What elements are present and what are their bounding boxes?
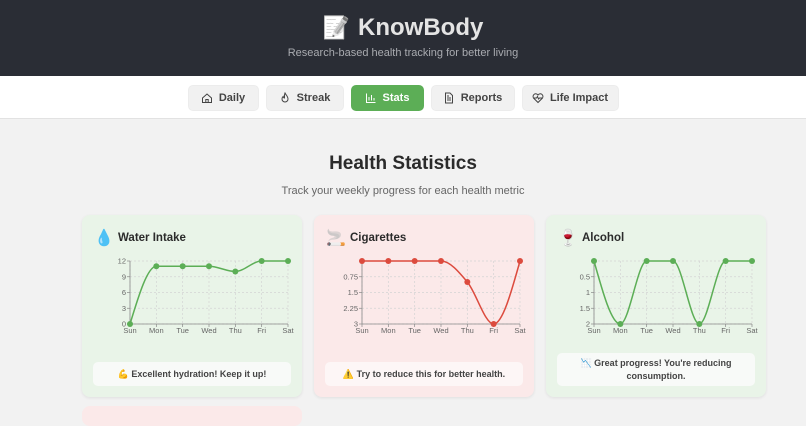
tagline: Research-based health tracking for bette… (287, 47, 519, 59)
home-icon (201, 93, 212, 103)
data-point (206, 263, 212, 270)
data-point (258, 258, 265, 264)
y-tick-label: 2 (586, 320, 590, 329)
card-title: Cigarettes (350, 232, 407, 244)
y-tick-label: 0 (122, 320, 126, 329)
page-title: Health Statistics (329, 153, 477, 174)
x-tick-label: Thu (693, 326, 706, 335)
alcohol-card: 🍷 Alcohol 0.5 1 1.5 2 Sun Mon Tue Wed Thu Fri Sat … (546, 215, 766, 397)
x-tick-label: Mon (613, 326, 628, 335)
data-point (359, 258, 365, 264)
data-point (517, 258, 523, 264)
x-tick-label: Fri (257, 326, 266, 335)
app-header: 📝 KnowBody Research-based health trackin… (0, 0, 806, 76)
data-point (127, 321, 133, 327)
nav-bar: Daily Streak Stats Reports Life Impact (0, 76, 806, 119)
tab-streak[interactable]: Streak (265, 85, 344, 111)
x-tick-label: Wed (201, 326, 216, 335)
flame-icon (281, 92, 289, 103)
y-tick-label: 1.5 (580, 304, 590, 313)
water-intake-card: 💧 Water Intake 0 3 6 9 12 Sun Mon Tue Wed Thu Fri S… (82, 215, 302, 397)
x-tick-label: Sun (123, 326, 136, 335)
x-tick-label: Tue (640, 326, 653, 335)
data-point (696, 321, 703, 327)
y-tick-label: 1.5 (348, 288, 358, 297)
y-tick-label: 12 (118, 257, 126, 266)
heart-pulse-icon (532, 93, 544, 104)
x-tick-label: Mon (149, 326, 164, 335)
wine-glass-icon: 🍷 (558, 230, 578, 247)
data-point (617, 321, 624, 327)
brand: 📝 KnowBody (0, 14, 806, 42)
x-tick-label: Fri (489, 326, 498, 335)
data-point (179, 263, 186, 270)
cigarette-icon: 🚬 (326, 230, 346, 247)
y-tick-label: 0.5 (580, 272, 590, 281)
x-tick-label: Sat (282, 326, 294, 335)
y-tick-label: 2.25 (343, 304, 358, 313)
tab-label: Daily (218, 92, 246, 104)
card-message: ⚠️ Try to reduce this for better health. (325, 362, 523, 386)
y-tick-label: 6 (122, 288, 126, 297)
water-intake-chart: 0 3 6 9 12 Sun Mon Tue Wed Thu Fri Sat (118, 257, 295, 336)
data-point (411, 258, 418, 264)
data-point (670, 258, 676, 264)
data-point (749, 258, 755, 264)
x-tick-label: Thu (461, 326, 474, 335)
x-tick-label: Sun (355, 326, 368, 335)
data-point (722, 258, 729, 264)
card-title: Water Intake (118, 232, 186, 244)
data-point (591, 258, 597, 264)
tab-label: Life Impact (549, 92, 609, 104)
document-icon (444, 92, 453, 104)
x-tick-label: Sun (587, 326, 600, 335)
tab-stats[interactable]: Stats (350, 85, 424, 111)
x-tick-label: Fri (721, 326, 730, 335)
cigarettes-card: 🚬 Cigarettes 0.75 1.5 2.25 3 Sun Mon Tue Wed Thu… (314, 215, 534, 397)
x-tick-label: Wed (433, 326, 448, 335)
tab-label: Streak (296, 92, 331, 104)
y-tick-label: 9 (122, 272, 126, 281)
tab-label: Reports (460, 92, 503, 104)
bar-chart-icon (365, 93, 376, 103)
x-tick-label: Sat (514, 326, 526, 335)
x-tick-label: Thu (229, 326, 242, 335)
data-point (490, 321, 497, 327)
data-point (643, 258, 650, 264)
y-tick-label: 1 (586, 288, 590, 297)
tab-life-impact[interactable]: Life Impact (521, 85, 619, 111)
tab-label: Stats (382, 92, 410, 104)
data-point (385, 258, 392, 264)
data-point (153, 263, 160, 270)
page-subtitle: Track your weekly progress for each heal… (281, 185, 525, 197)
data-point (464, 279, 471, 285)
y-tick-label: 3 (122, 304, 126, 313)
data-point (438, 258, 444, 264)
tab-daily[interactable]: Daily (187, 85, 259, 111)
notepad-pencil-icon: 📝 (322, 15, 351, 40)
x-tick-label: Wed (665, 326, 680, 335)
x-tick-label: Mon (381, 326, 396, 335)
data-point (232, 268, 239, 275)
water-drop-icon: 💧 (94, 230, 114, 247)
card-title: Alcohol (582, 232, 625, 244)
y-tick-label: 3 (354, 320, 358, 329)
card-message: 💪 Excellent hydration! Keep it up! (93, 362, 291, 386)
card-message: 📉 Great progress! You're reducing consum… (557, 353, 755, 386)
y-tick-label: 0.75 (343, 272, 358, 281)
x-tick-label: Tue (408, 326, 421, 335)
x-tick-label: Tue (176, 326, 189, 335)
x-tick-label: Sat (746, 326, 758, 335)
next-card (82, 406, 302, 426)
tab-reports[interactable]: Reports (430, 85, 515, 111)
data-point (285, 258, 291, 264)
app-title: KnowBody (358, 14, 484, 41)
